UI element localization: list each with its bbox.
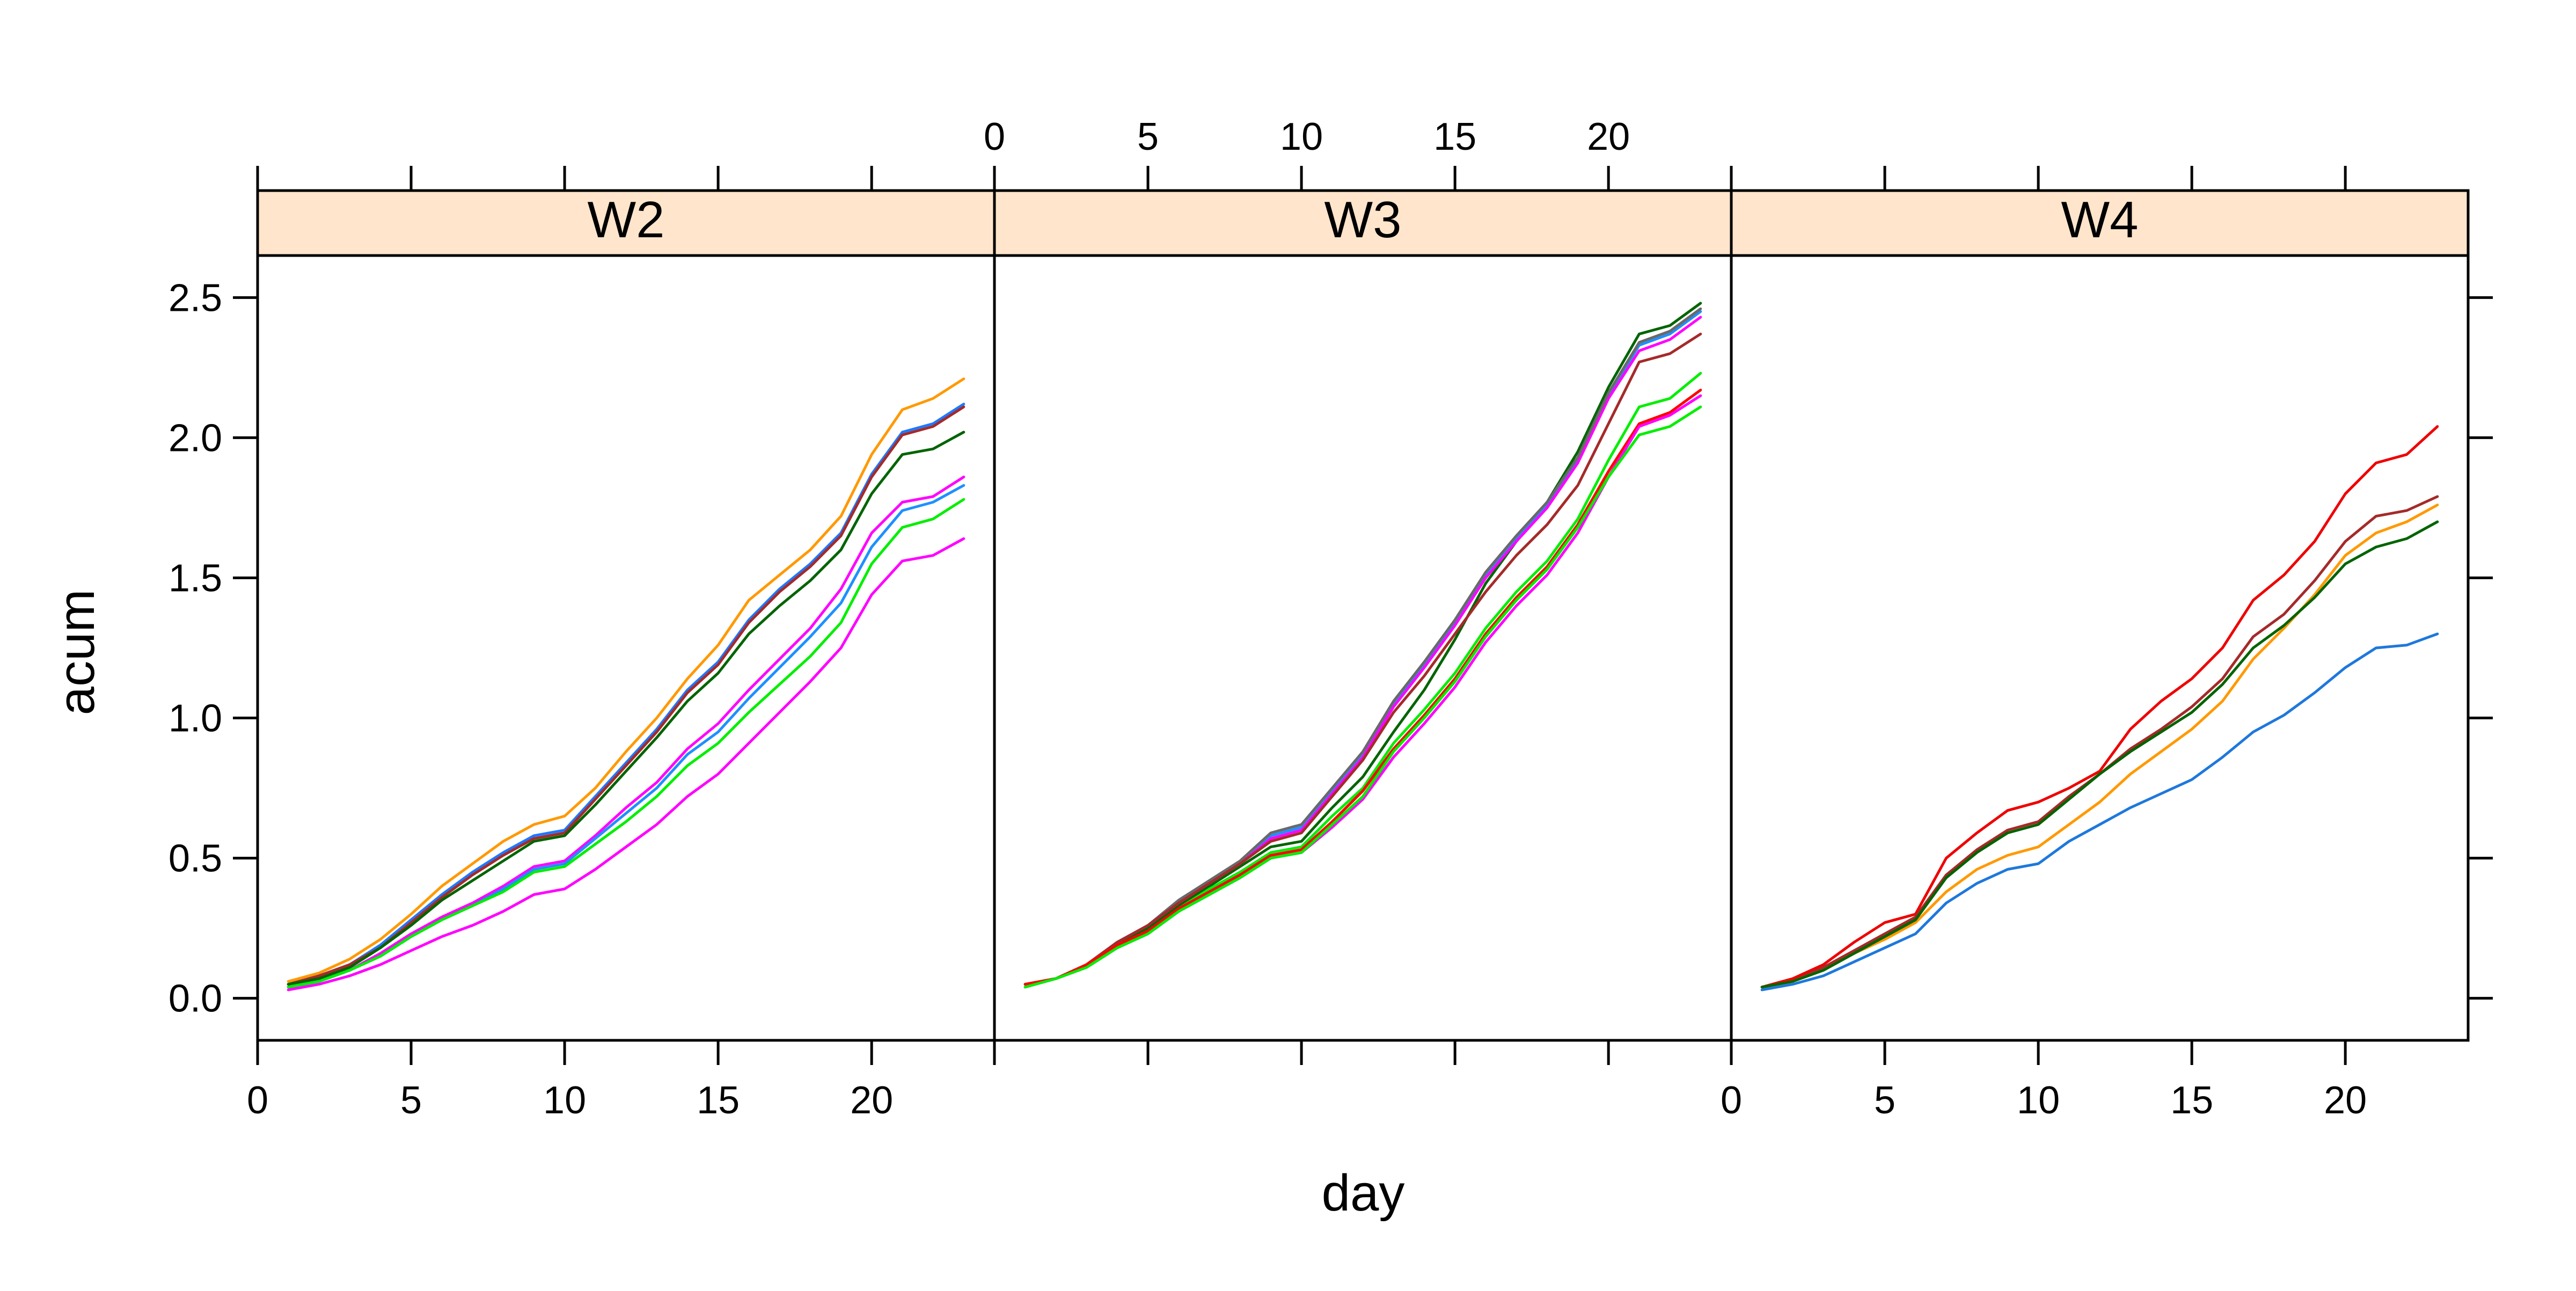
series-line-7 bbox=[287, 498, 965, 989]
strip-background bbox=[1730, 189, 2470, 257]
x-tick-label: 20 bbox=[2324, 1079, 2367, 1122]
x-tick-label: 10 bbox=[2017, 1079, 2060, 1122]
y-tick-label: 1.5 bbox=[169, 557, 222, 600]
y-tick-label: 1.0 bbox=[169, 697, 222, 740]
x-tick-label: 15 bbox=[697, 1079, 740, 1122]
x-tick-label: 15 bbox=[1433, 115, 1476, 158]
series-line-1 bbox=[1760, 425, 2439, 989]
x-tick-label: 10 bbox=[543, 1079, 586, 1122]
x-tick-label: 20 bbox=[850, 1079, 893, 1122]
panel-w3: W3 0 5 10 15 20 bbox=[984, 115, 1733, 1065]
x-tick-label: 15 bbox=[2170, 1079, 2213, 1122]
x-axis-title: day bbox=[1322, 1164, 1405, 1222]
strip-label: W4 bbox=[2061, 191, 2139, 249]
strip-label: W3 bbox=[1324, 191, 1402, 249]
series-line-3 bbox=[1023, 316, 1702, 986]
series-line-1 bbox=[1023, 302, 1702, 986]
series-line-3 bbox=[1760, 504, 2439, 989]
series-line-6 bbox=[287, 484, 965, 989]
y-tick-label: 0.0 bbox=[169, 978, 222, 1020]
x-tick-label: 0 bbox=[247, 1079, 268, 1122]
series-line-3 bbox=[287, 405, 965, 986]
series-line-5 bbox=[287, 476, 965, 989]
y-axis-title: acum bbox=[48, 589, 105, 716]
series-line-4 bbox=[1760, 520, 2439, 989]
y-tick-label: 0.5 bbox=[169, 837, 222, 880]
series-line-2 bbox=[287, 403, 965, 986]
panel-border bbox=[256, 254, 996, 1042]
series-line-4 bbox=[1023, 307, 1702, 986]
x-tick-label: 5 bbox=[1874, 1079, 1896, 1122]
strip-background bbox=[256, 189, 996, 257]
panel-w2: W2 0 5 10 15 20 0.0 0.5 1.0 1.5 2.0 2.5 bbox=[169, 166, 996, 1122]
strip-label: W2 bbox=[588, 191, 665, 249]
series-line-5 bbox=[1023, 332, 1702, 986]
x-tick-label: 10 bbox=[1280, 115, 1323, 158]
panel-border bbox=[1730, 254, 2470, 1042]
series-line-7 bbox=[1023, 389, 1702, 986]
series-line-6 bbox=[1023, 371, 1702, 986]
x-tick-label: 0 bbox=[1721, 1079, 1742, 1122]
x-tick-label: 5 bbox=[400, 1079, 422, 1122]
series-line-2 bbox=[1760, 495, 2439, 989]
series-line-4 bbox=[287, 431, 965, 986]
series-line-1 bbox=[287, 377, 965, 983]
x-tick-label: 0 bbox=[984, 115, 1005, 158]
x-tick-label: 5 bbox=[1137, 115, 1159, 158]
series-line-9 bbox=[1023, 405, 1702, 989]
series-line-8 bbox=[1023, 394, 1702, 989]
series-line-5 bbox=[1760, 632, 2439, 991]
panel-w4: W4 0 5 10 15 20 bbox=[1721, 166, 2493, 1122]
y-tick-label: 2.5 bbox=[169, 276, 222, 319]
y-tick-label: 2.0 bbox=[169, 417, 222, 459]
series-line-8 bbox=[287, 537, 965, 991]
x-tick-label: 20 bbox=[1587, 115, 1630, 158]
